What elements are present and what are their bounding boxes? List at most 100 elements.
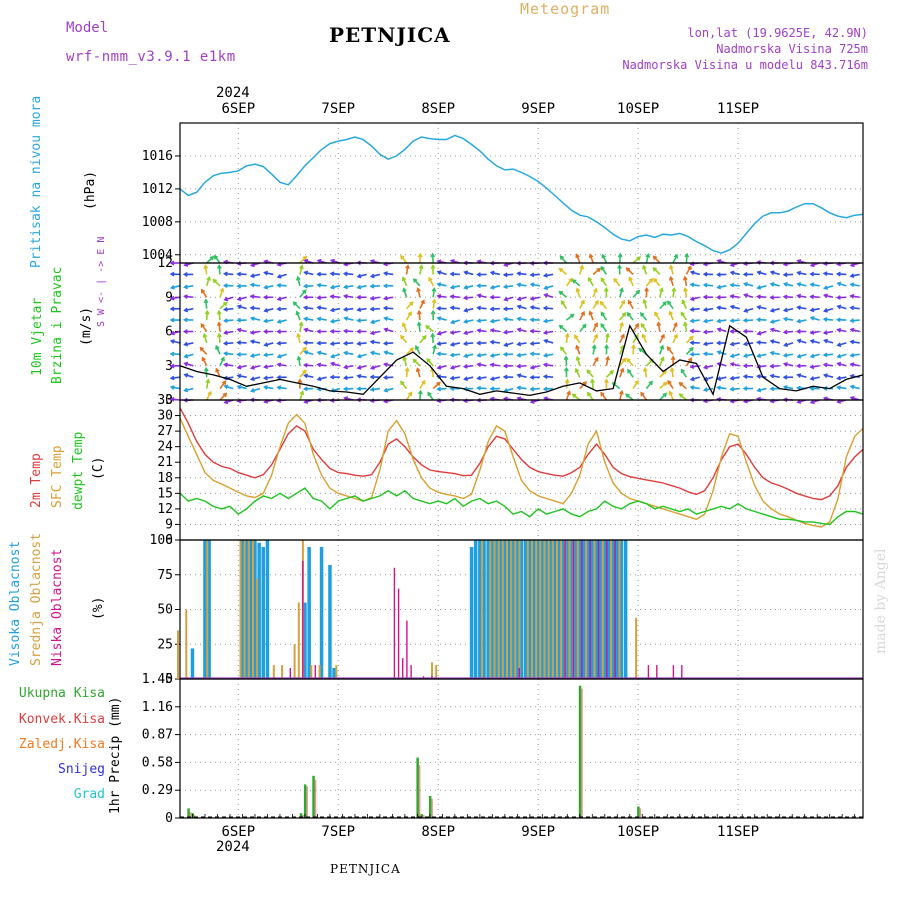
wind-arrowhead <box>756 330 762 336</box>
wind-arrow <box>717 386 727 390</box>
wind-arrow <box>437 387 447 391</box>
wind-arrowhead <box>223 296 229 302</box>
wind-arrow <box>619 391 623 401</box>
wind-arrow <box>517 364 527 368</box>
wind-arrow <box>530 387 540 391</box>
wind-arrow <box>669 276 674 287</box>
wind-arrowhead <box>702 364 708 370</box>
wind-arrowhead <box>594 356 599 362</box>
wind-arrow <box>370 387 381 391</box>
wind-arrowhead <box>202 332 208 338</box>
cloud-bar-mid_cloud <box>560 540 563 679</box>
y-tick-label: 30 <box>157 409 173 424</box>
wind-arrow <box>237 305 247 310</box>
wind-arrowhead <box>383 362 388 367</box>
wind-arrowhead <box>742 317 748 323</box>
wind-arrowhead <box>600 265 605 271</box>
wind-arrowhead <box>702 341 708 347</box>
wind-arrow <box>517 283 527 287</box>
wind-arrow <box>797 353 807 358</box>
wind-arrowhead <box>542 330 548 335</box>
wind-arrowhead <box>659 344 665 350</box>
wind-arrowhead <box>249 365 255 370</box>
wind-arrowhead <box>236 317 242 323</box>
wind-arrowhead <box>169 351 175 357</box>
wind-arrow <box>530 283 540 287</box>
wind-arrow <box>250 295 261 299</box>
precip-bar-conv_precip <box>423 815 425 818</box>
y-tick-label: 1004 <box>142 248 173 263</box>
cloud-bar-high_cloud <box>319 547 324 679</box>
cloud-bar-high_cloud <box>536 540 540 679</box>
wind-arrowhead <box>183 307 189 313</box>
wind-arrow <box>330 295 341 299</box>
wind-arrowhead <box>809 339 815 344</box>
wind-arrowhead <box>702 318 708 324</box>
wind-arrow <box>690 283 700 287</box>
cloud-bar-high_cloud <box>573 540 578 679</box>
wind-arrowhead <box>169 363 175 369</box>
wind-arrowhead <box>382 271 388 276</box>
wind-arrowhead <box>849 273 855 279</box>
wind-arrowhead <box>489 328 495 333</box>
wind-arrow <box>237 296 247 301</box>
wind-arrow <box>530 352 540 356</box>
cloud-bar-mid_cloud <box>177 630 179 679</box>
wind-arrow <box>850 273 860 277</box>
wind-arrow <box>419 335 427 344</box>
wind-arrowhead <box>756 305 762 310</box>
wind-arrowhead <box>716 294 721 300</box>
wind-arrow <box>653 278 661 287</box>
wind-arrowhead <box>716 258 722 264</box>
wind-arrowhead <box>316 362 322 368</box>
wind-arrowhead <box>302 294 308 300</box>
wind-arrowhead <box>369 387 375 392</box>
wind-arrow <box>744 375 754 378</box>
wind-arrow <box>490 376 501 381</box>
wind-arrowhead <box>620 299 626 305</box>
wind-arrowhead <box>640 391 645 397</box>
wind-arrow <box>704 352 714 356</box>
wind-arrow <box>544 293 554 299</box>
wind-arrow <box>619 312 626 321</box>
wind-arrow <box>490 329 500 333</box>
wind-arrowhead <box>836 281 842 287</box>
wind-arrow <box>559 255 568 264</box>
wind-arrow <box>565 391 571 401</box>
wind-arrowhead <box>566 390 571 396</box>
cloud-bar-high_cloud <box>615 540 619 679</box>
wind-arrowhead <box>634 379 639 385</box>
wind-arrow <box>690 271 700 276</box>
cloud-bar-high_cloud <box>478 540 482 679</box>
wind-arrowhead <box>303 270 309 276</box>
wind-arrow <box>205 379 210 389</box>
wind-arrowhead <box>625 393 630 398</box>
wind-arrowhead <box>489 294 495 300</box>
wind-arrowhead <box>600 311 605 317</box>
wind-arrowhead <box>449 258 455 264</box>
wind-arrowhead <box>743 308 749 313</box>
wind-arrow <box>277 353 287 358</box>
wind-arrowhead <box>599 300 605 306</box>
wind-arrow <box>296 311 301 321</box>
wind-arrowhead <box>215 344 220 350</box>
wind-arrow <box>684 288 688 298</box>
precip-bar-total_precip <box>416 757 419 818</box>
wind-arrowhead <box>822 317 828 322</box>
wind-arrowhead <box>329 341 335 347</box>
wind-arrowhead <box>642 264 647 270</box>
wind-arrowhead <box>223 362 228 368</box>
wind-arrowhead <box>849 362 855 367</box>
wind-arrow <box>418 311 421 321</box>
wind-arrow <box>559 290 567 298</box>
wind-arrow <box>264 376 274 380</box>
wind-arrowhead <box>276 296 282 302</box>
cloud-bar-low_cloud <box>393 567 396 679</box>
wind-arrowhead <box>619 389 624 395</box>
wind-arrowhead <box>667 300 672 305</box>
wind-arrowhead <box>223 384 229 390</box>
wind-arrowhead <box>822 373 828 378</box>
wind-arrowhead <box>330 258 335 264</box>
wind-arrow <box>770 328 780 333</box>
wind-arrowhead <box>416 321 422 327</box>
